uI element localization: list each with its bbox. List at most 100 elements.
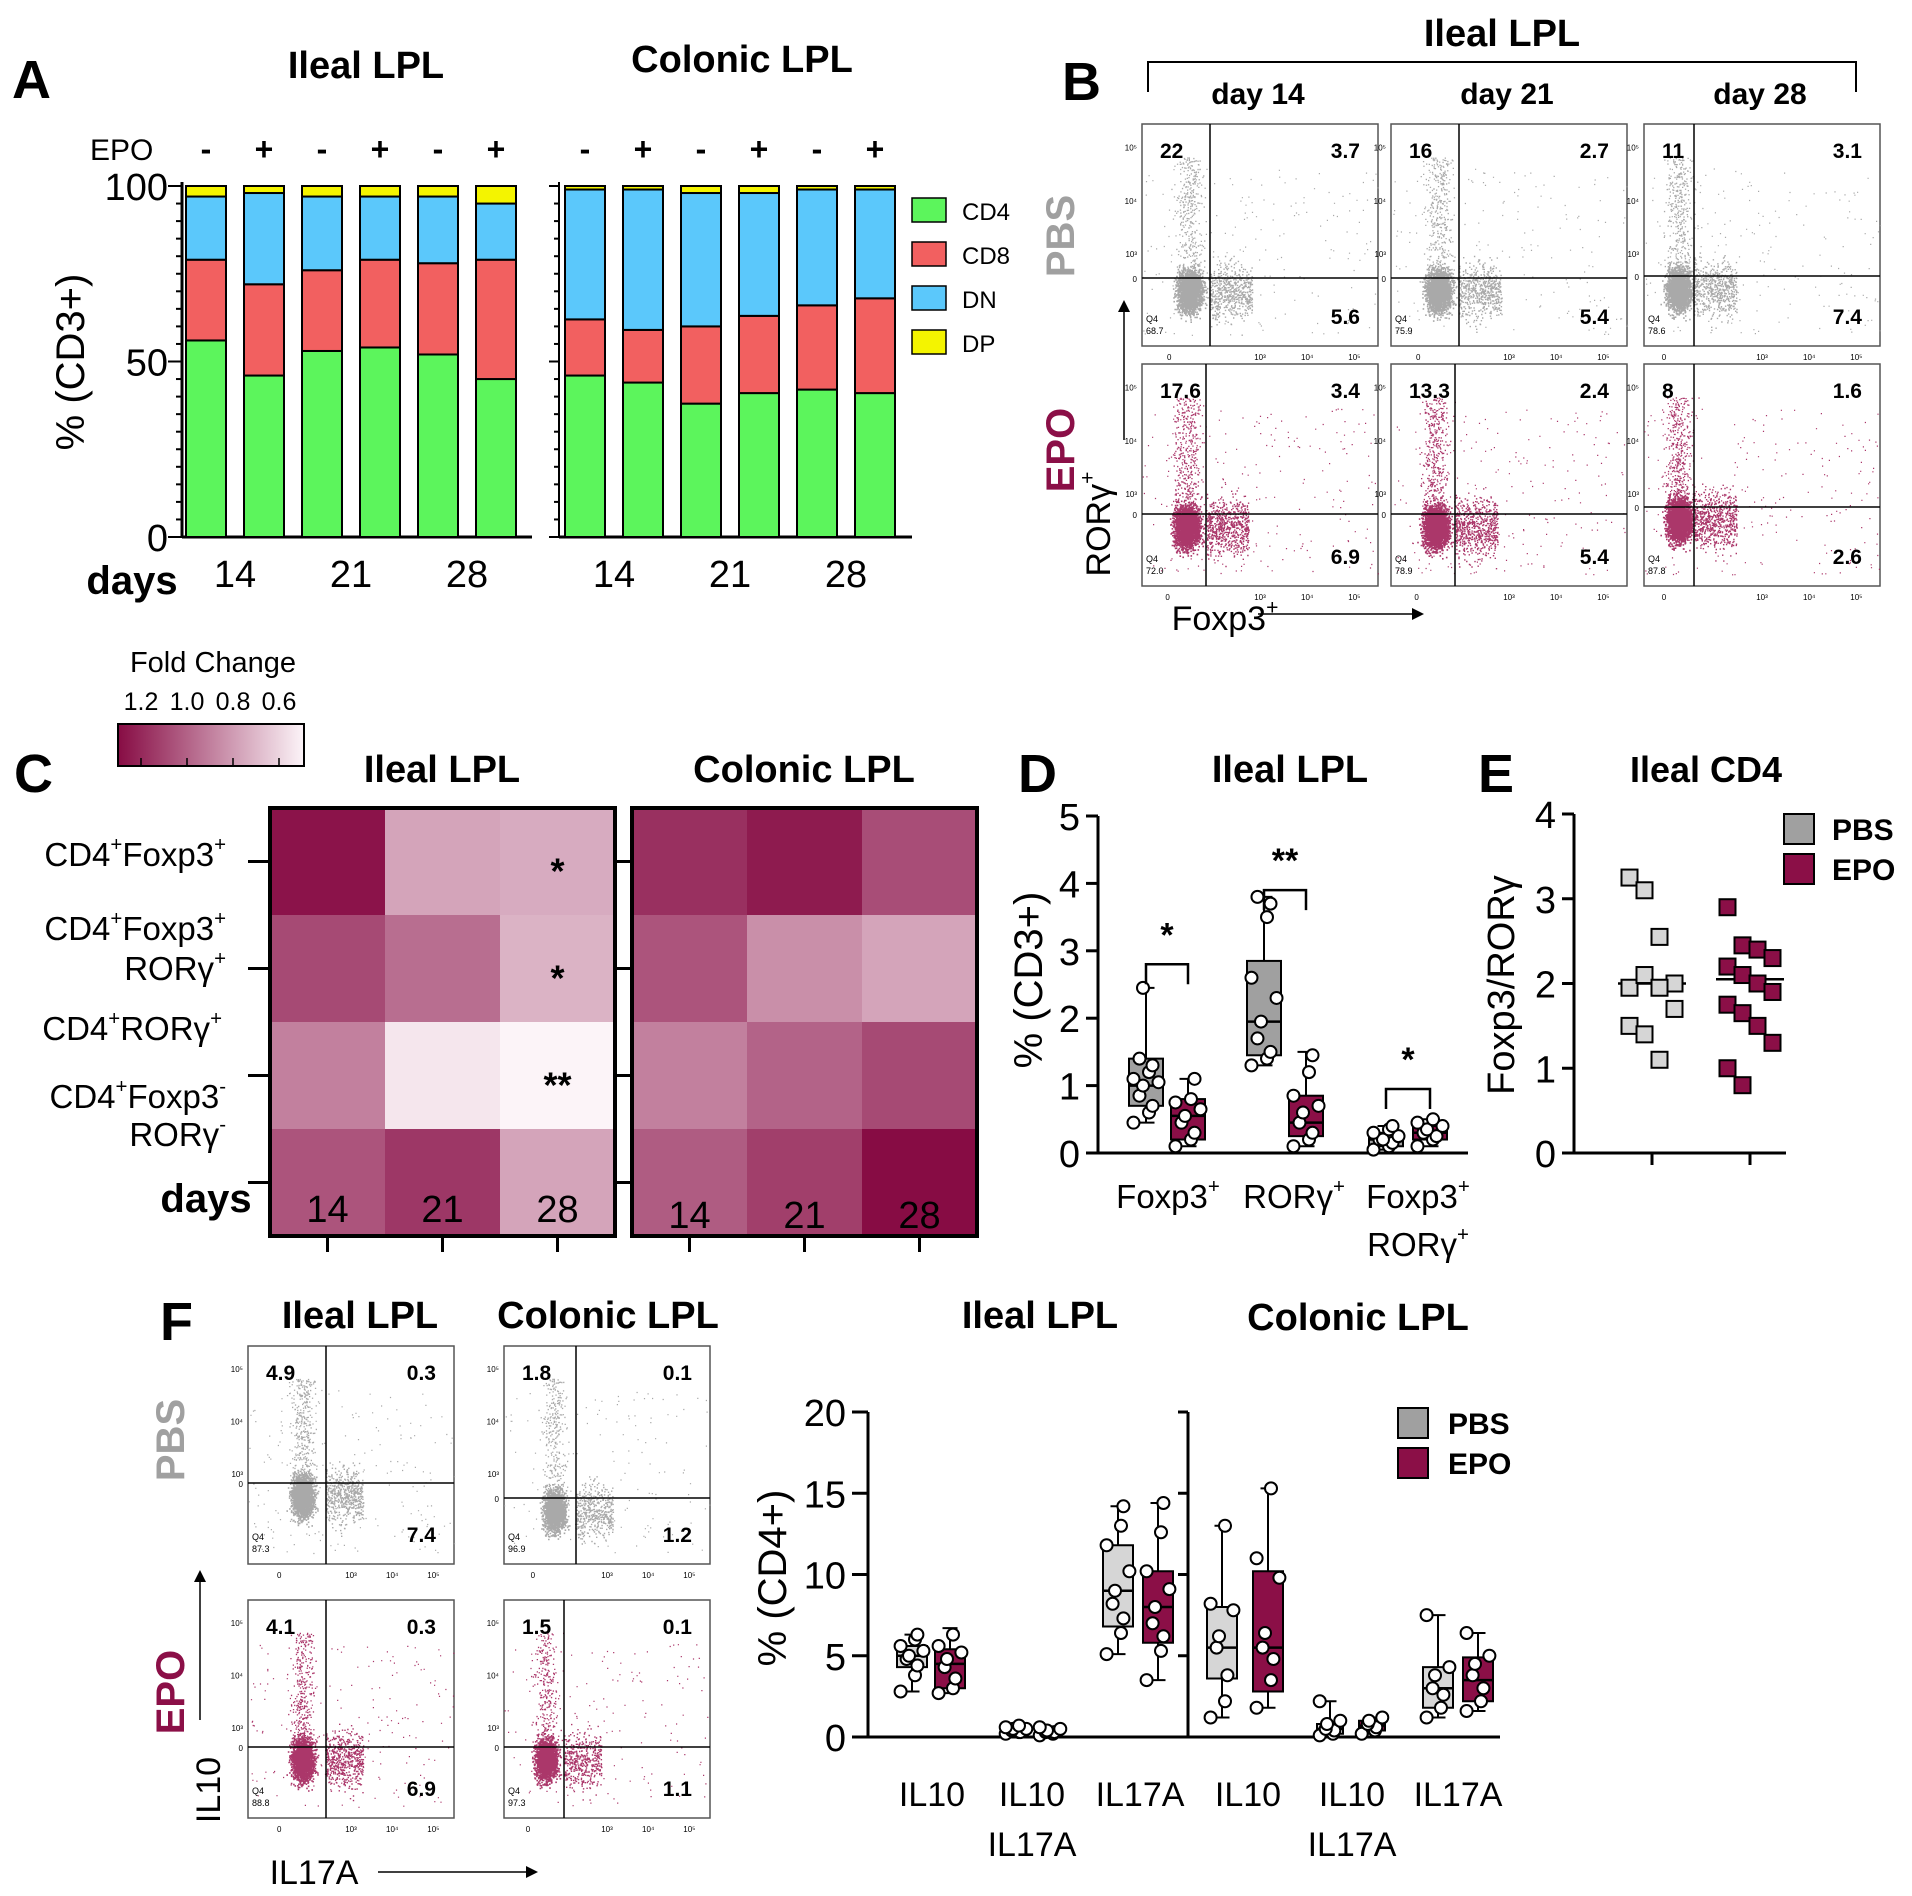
significance-star: * [550,851,564,892]
flow-b-0-0-x-tick: 10⁴ [1301,353,1314,362]
superscript: + [108,1007,120,1030]
heatmap-cell [632,1022,747,1129]
point-pbs [1635,881,1654,900]
flow-title-ileal: Ileal LPL [282,1295,438,1337]
point-epo [1748,1016,1767,1035]
superscript: - [219,1075,226,1098]
flow-f-0-0-x-tick: 10³ [345,1571,357,1580]
x-tick-label: 14 [593,554,635,596]
panel-letter-F: F [160,1292,193,1352]
x-tick-label: 21 [421,1189,463,1231]
flow-b-0-0-q4-label: Q4 [1146,314,1158,324]
chart-title-ileal: Ileal LPL [288,45,444,87]
text-run: RORγ [129,1116,219,1153]
column-label: day 14 [1211,78,1305,111]
box-epo-point [1139,1673,1154,1688]
column-label: day 28 [1713,78,1806,111]
flow-f-1-1-y-tick: 10⁵ [487,1619,499,1628]
x-tick-label: IL17A [1308,1826,1397,1864]
arrow-head [1412,608,1424,620]
panel-b-flow-grid: Ileal LPL day 14 day 21 day 28 22 3.7 5.6 Q4 68.… [1039,13,1882,638]
box-pbs-point [1442,1660,1457,1675]
heatmap-cell [500,1129,615,1236]
flow-b-1-1-y-tick: 10⁴ [1374,437,1387,446]
x-tick-label: 28 [446,554,488,596]
box-pbs-point [910,1658,925,1673]
flow-b-1-0-x-tick: 0 [1165,593,1170,602]
flow-b-1-1-x-tick: 10³ [1503,593,1515,602]
flow-b-1-0-q4-value: 72.0 [1146,566,1164,576]
heatmap-title-ileal: Ileal LPL [364,749,520,791]
epo-sign: - [433,131,444,167]
flow-b-1-1-y-tick: 10⁵ [1374,384,1386,393]
flow-b-1-1-frame [1390,363,1628,587]
y-tick-label: 10 [804,1556,846,1598]
bar-segment-cd8 [796,304,838,391]
box-pbs-point [1145,1098,1160,1113]
flow-b-1-1-x-tick: 10⁵ [1597,593,1609,602]
heatmap-cell [747,1022,862,1129]
point-epo [1763,949,1782,968]
flow-b-0-2-y-tick: 10³ [1627,250,1639,259]
flow-f-1-0-x-tick: 10⁵ [427,1825,439,1834]
flow-f-1-0-frame [247,1599,455,1819]
box-pbs-point [1209,1640,1224,1655]
heatmap-cell [385,1022,500,1129]
heatmap-cell [862,1129,977,1236]
flow-f-0-0-event-cloud [248,1378,456,1555]
box-epo-point [1272,1570,1287,1585]
x-axis-title: days [86,559,177,603]
box-epo-point [1168,1139,1183,1154]
flow-f-0-0-q1-value: 4.9 [266,1362,295,1385]
box-epo-point [1302,1065,1316,1080]
point-pbs [1665,974,1684,993]
box-epo-point [1148,1600,1162,1614]
flow-b-1-0-x-tick: 10³ [1254,593,1266,602]
superscript: + [1077,472,1100,484]
bar-segment-cd8 [738,314,780,395]
flow-f-1-1-x-tick: 0 [526,1825,531,1834]
flow-f-1-1-q2-value: 0.1 [663,1616,693,1639]
flow-f-0-0-y-tick: 10⁴ [231,1417,244,1426]
flow-b-0-2-q3-value: 7.4 [1833,306,1863,329]
box-epo-point [1193,1102,1208,1117]
box-epo-point [1184,1092,1198,1107]
flow-f-0-1-q4-label: Q4 [508,1532,520,1542]
x-tick-label: IL10 [1215,1776,1281,1814]
flow-b-0-2-y-tick: 10⁵ [1627,144,1639,153]
flow-f-1-1-q1-value: 1.5 [522,1616,552,1639]
box-pbs-point [1203,1596,1218,1611]
box-pbs-point [1099,1538,1114,1553]
heatmap-cell [270,1022,385,1129]
flow-f-1-0-x-tick: 10⁴ [386,1825,399,1834]
text-run: RORγ [124,950,214,987]
y-tick-label: 50 [126,343,168,385]
box-pbs-point [1333,1713,1348,1728]
epo-sign: + [371,131,390,167]
bar-segment-dp [622,185,664,191]
flow-f-0-0-x-tick: 10⁴ [386,1571,399,1580]
flow-f-0-1-x-tick: 10⁴ [642,1571,655,1580]
flow-b-0-0-q2-value: 3.7 [1331,140,1360,163]
flow-f-0-1-q2-value: 0.1 [663,1362,693,1385]
heatmap-cell [385,915,500,1022]
bar-segment-cd4 [185,339,227,538]
heatmap-cell [747,915,862,1022]
x-tick-label: 28 [536,1189,578,1231]
panel-letter-C: C [14,744,53,804]
row-label: RORγ+ [124,947,226,987]
chart-title: Ileal LPL [1212,749,1368,791]
superscript: + [110,833,122,856]
box-pbs-point [1151,1075,1166,1090]
box-pbs-point [1116,1611,1131,1626]
bar-segment-dp [738,185,780,195]
text-run: Foxp3 [1116,1178,1208,1215]
legend-label: DP [962,331,995,358]
flow-f-0-0-q2-value: 0.3 [407,1362,436,1385]
heatmap-cell [632,808,747,915]
flow-f-0-1-y-tick: 10⁴ [487,1417,500,1426]
x-axis-title-il17a: IL17A [270,1854,359,1892]
bar-segment-dp [854,185,896,191]
point-pbs [1620,868,1639,887]
x-tick-label: RORγ+ [1367,1223,1469,1263]
